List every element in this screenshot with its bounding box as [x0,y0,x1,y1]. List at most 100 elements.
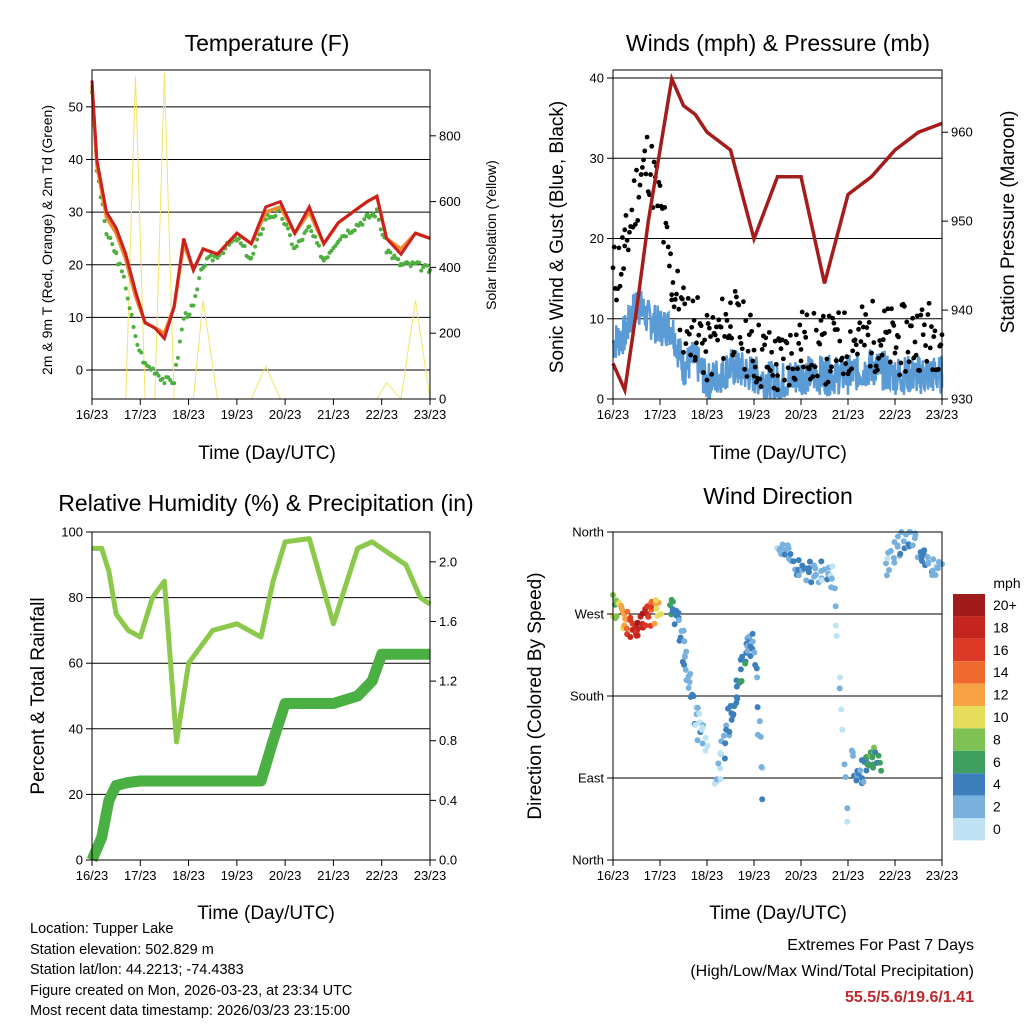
gust-point [855,351,860,357]
temp-2m-line [90,80,431,342]
gust-point [856,326,861,332]
extremes-title: Extremes For Past 7 Days [787,937,974,954]
direction-point [758,764,765,771]
direction-point [918,557,925,564]
gust-point [904,319,910,325]
wind-x-tick-label: 21/23 [832,407,865,422]
wind-y-tick-label: 20 [590,231,604,246]
dewpoint-point [210,258,215,263]
direction-point [736,678,743,685]
gust-point [695,295,700,300]
gust-point [692,354,698,360]
gust-point [665,244,671,250]
direction-point [850,752,857,759]
dewpoint-point [236,236,241,241]
gust-point [729,335,735,341]
legend-swatch [953,661,985,684]
gust-point [803,334,809,340]
direction-point [876,759,883,766]
gust-point [643,171,649,177]
gust-point [862,342,867,348]
gust-point [917,368,923,373]
dewpoint-point [139,350,144,355]
gust-point [785,365,791,371]
dewpoint-point [396,257,401,262]
gust-point [929,324,934,330]
wind-y2-tick-label: 930 [951,392,973,407]
gust-point [833,358,839,364]
direction-point [897,550,904,557]
gust-point [804,312,810,318]
temp-y-tick-label: 20 [69,257,83,272]
direction-point [657,611,664,618]
gust-point [621,266,626,272]
gust-point [772,338,778,344]
humidity-panel: Relative Humidity (%) & Precipitation (i… [28,490,474,924]
wind-x-tick-label: 17/23 [644,407,677,422]
gust-point [827,368,833,374]
dewpoint-point [249,255,254,260]
direction-point [831,585,838,592]
rh-y2-tick-label: 1.6 [439,614,457,629]
temp-y2-tick-label: 200 [439,326,461,341]
direction-point [717,776,724,783]
gust-point [793,332,799,338]
dewpoint-point [123,286,128,291]
winds-y-ticks-left: 0 10 20 30 40 [590,71,613,407]
temp-y2-tick-label: 400 [439,260,461,275]
dewpoint-point [118,261,123,266]
direction-point [890,555,897,562]
direction-point [878,767,885,774]
gust-point [661,239,666,245]
temperature-frame [91,69,431,400]
dewpoint-point [273,213,278,218]
dir-y-tick-label: East [578,771,604,786]
dewpoint-point [146,364,151,369]
direction-point [742,660,749,667]
gust-point [792,377,798,382]
gust-point [860,324,866,330]
gust-point [752,364,758,370]
direction-point [627,634,634,641]
direction-point [863,767,870,774]
dewpoint-point [309,229,314,234]
dewpoint-point [121,274,126,279]
dewpoint-point [300,237,305,242]
direction-point [681,661,688,668]
precipitation-line [86,648,430,863]
legend-swatch [953,616,985,639]
gust-point [782,377,787,383]
humidity-plot-area [86,531,432,863]
dewpoint-point [195,287,200,292]
wind-x-tick-label: 23/23 [926,407,959,422]
gust-point [624,237,630,243]
direction-point [699,724,706,731]
rh-x-tick-label: 21/23 [317,868,350,883]
gust-point [753,379,759,385]
temp-y2-tick-label: 800 [439,128,461,143]
gust-point [775,387,780,393]
gust-point [704,312,710,318]
gust-point [739,346,745,352]
gust-point [876,355,881,361]
gust-point [865,332,871,338]
wind-x-tick-label: 16/23 [597,407,630,422]
humidity-title: Relative Humidity (%) & Precipitation (i… [58,490,473,516]
direction-xlabel: Time (Day/UTC) [709,903,847,924]
gust-point [773,361,779,367]
gust-point [909,323,914,329]
temp-y-tick-label: 30 [69,205,83,220]
rh-y-tick-label: 100 [61,525,83,540]
dewpoint-point [365,212,370,217]
dewpoint-point [135,342,140,347]
gust-point [852,337,858,343]
dewpoint-point [356,223,361,228]
temp-x-tick-label: 22/23 [365,407,398,422]
gust-point [878,342,884,348]
legend-label: 0 [993,821,1001,837]
dewpoint-point [388,250,393,255]
gust-point [721,356,726,361]
dewpoint-point [286,226,291,231]
gust-point [831,320,837,326]
gust-point [668,251,673,257]
